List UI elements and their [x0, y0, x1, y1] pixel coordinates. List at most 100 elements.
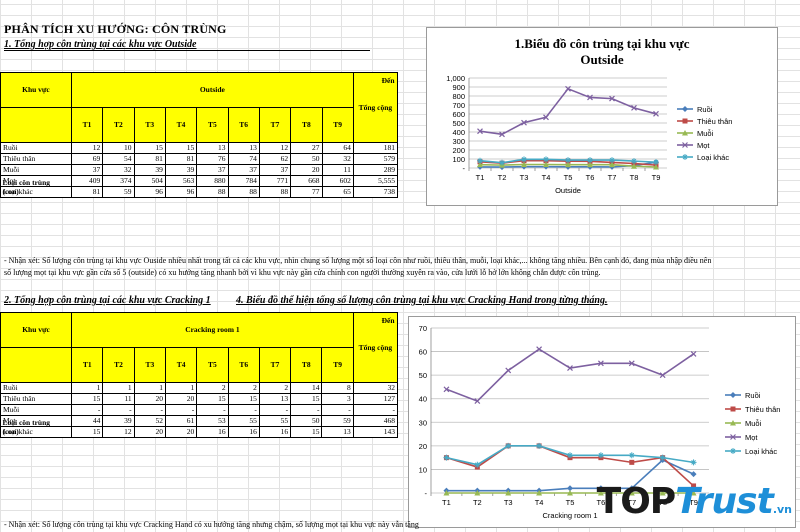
data-point	[477, 128, 483, 135]
table-cell: 50	[290, 415, 323, 427]
table-cell: 96	[164, 186, 198, 198]
x-tick-label: T5	[564, 173, 573, 182]
month-header: T3	[133, 347, 166, 383]
table-cell: 15	[290, 393, 323, 405]
data-point	[690, 459, 697, 466]
table-row: Ruồi 12 10 15 15 13 13 12 27 64 181	[0, 142, 399, 154]
table-cell: 13	[258, 393, 292, 405]
x-tick-label: T7	[608, 173, 617, 182]
data-point	[659, 372, 666, 379]
outside-table: Khu vực Outside Tổng cộng Đến Loại côn tr…	[0, 72, 399, 198]
data-point	[567, 452, 573, 459]
y-tick-label: 500	[452, 119, 465, 128]
table-row: Thiêu thân 15 11 20 20 15 15 13 15 3 127	[0, 393, 399, 405]
data-point	[474, 490, 481, 496]
table-cell: 409	[70, 175, 104, 187]
legend-item: Thiêu thân	[725, 405, 780, 414]
table-cell: 771	[258, 175, 292, 187]
row-total: -	[352, 404, 399, 416]
data-point	[631, 158, 637, 165]
row-total: 181	[352, 142, 399, 154]
table-cell: 2	[227, 382, 260, 394]
data-point	[628, 485, 635, 492]
table-row: Thiêu thân 69 54 81 81 76 74 62 50 32 579	[0, 153, 399, 165]
logo-trust: Trust	[675, 481, 774, 522]
table-cell: 37	[70, 164, 104, 176]
data-point	[474, 461, 481, 468]
month-header: T2	[102, 347, 135, 383]
data-point	[631, 104, 637, 111]
x-tick-label: T1	[476, 173, 485, 182]
table-cell: 37	[227, 164, 260, 176]
y-tick-label: 10	[419, 465, 427, 474]
table-cell: -	[258, 404, 292, 416]
table-cell: -	[71, 404, 104, 416]
legend-label: Loại khác	[745, 447, 777, 456]
data-point	[587, 94, 593, 101]
table-cell: 55	[258, 415, 292, 427]
legend-marker	[682, 154, 688, 160]
table-cell: 602	[321, 175, 354, 187]
data-point	[609, 157, 615, 164]
data-point	[629, 459, 635, 465]
series-3	[443, 346, 697, 404]
table-cell: 88	[196, 186, 229, 198]
table-cell: 11	[321, 164, 354, 176]
den-label: Đến	[381, 75, 395, 85]
table-cell: 96	[133, 186, 166, 198]
legend-marker	[682, 118, 688, 124]
x-tick-label: T2	[473, 498, 482, 507]
table-cell: 20	[164, 426, 198, 438]
legend-marker	[730, 448, 736, 454]
logo-top: TOP	[596, 481, 677, 522]
y-tick-label: -	[425, 489, 428, 498]
table-row: Muỗi 37 32 39 39 37 37 37 20 11 289	[0, 164, 399, 176]
table-cell: 15	[164, 142, 198, 154]
table-cell: 563	[164, 175, 198, 187]
data-point	[597, 490, 604, 496]
table-cell: 20	[164, 393, 198, 405]
data-point	[443, 386, 450, 393]
table-cell: 504	[133, 175, 166, 187]
table-cell: 59	[102, 186, 135, 198]
month-header: T4	[164, 347, 198, 383]
x-axis-label: Outside	[555, 186, 581, 195]
khu-vuc-header: Khu vực	[0, 72, 72, 108]
table-cell: 2	[258, 382, 292, 394]
month-header: T2	[102, 107, 135, 143]
table-cell: 8	[321, 382, 354, 394]
table-cell: 1	[102, 382, 135, 394]
legend-item: Ruồi	[725, 391, 761, 400]
data-point	[597, 360, 604, 367]
outside-line-chart: 1.Biểu đồ côn trùng tại khu vựcOutside-1…	[446, 36, 732, 195]
data-point	[609, 161, 615, 168]
row-total: 289	[352, 164, 399, 176]
month-header: T7	[258, 347, 292, 383]
data-point	[536, 490, 543, 496]
data-point	[690, 351, 697, 357]
table-cell: 15	[133, 142, 166, 154]
data-point	[477, 161, 483, 168]
month-header: T8	[290, 107, 323, 143]
legend-marker	[730, 392, 736, 398]
diagonal-header-cell: Đến Loại côn trùng (con)	[0, 76, 395, 196]
x-tick-label: T3	[520, 173, 529, 182]
table-cell: 27	[290, 142, 323, 154]
month-header: T5	[196, 347, 229, 383]
table-cell: -	[321, 404, 354, 416]
data-point	[653, 164, 659, 170]
month-header: T4	[164, 107, 198, 143]
legend-item: Ruồi	[677, 105, 713, 114]
month-header: T6	[227, 107, 260, 143]
data-point	[691, 483, 697, 489]
x-tick-label: T1	[442, 498, 451, 507]
table-cell: 10	[102, 142, 135, 154]
x-tick-label: T3	[504, 498, 513, 507]
x-tick-label: T9	[689, 498, 698, 507]
legend-marker	[730, 406, 736, 412]
table-cell: 55	[227, 415, 260, 427]
table-cell: 39	[133, 164, 166, 176]
table-cell: -	[133, 404, 166, 416]
month-header: T3	[133, 107, 166, 143]
table-cell: 39	[102, 415, 135, 427]
